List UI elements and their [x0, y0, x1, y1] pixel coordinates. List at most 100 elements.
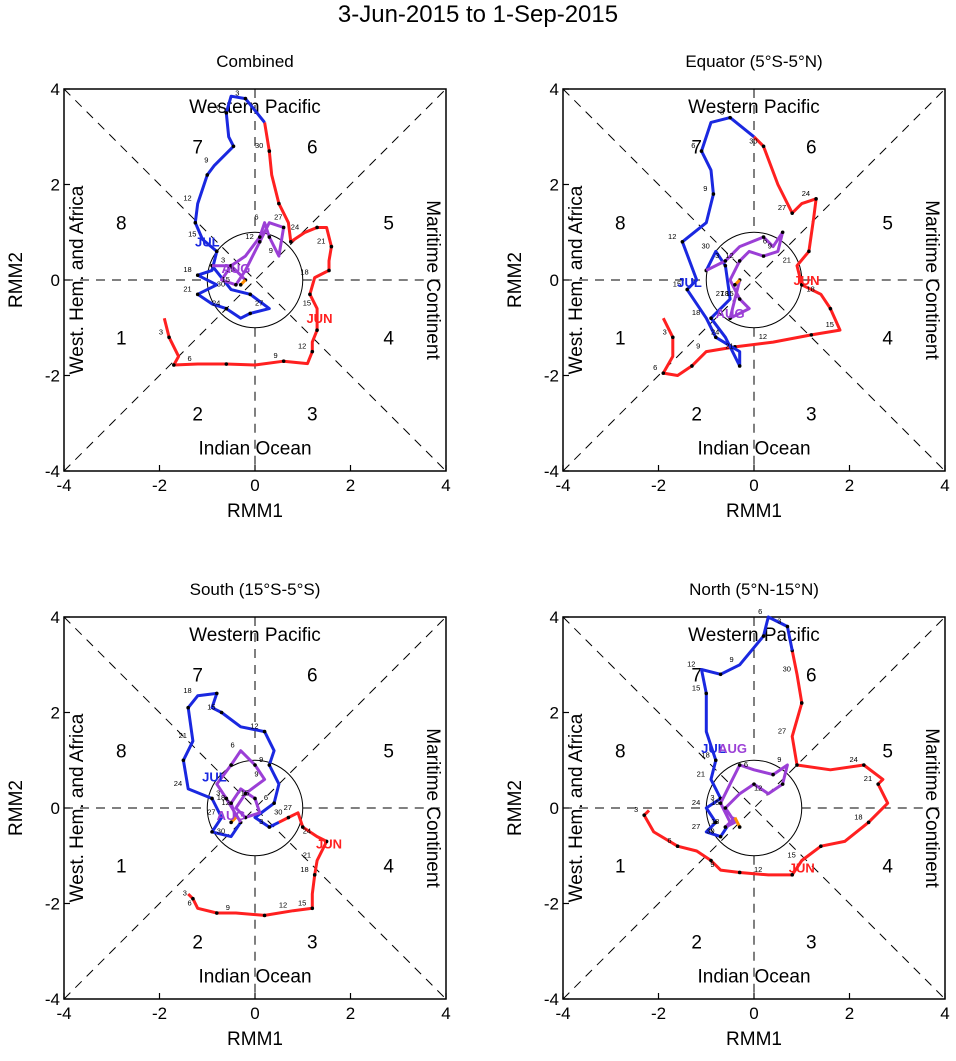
day-marker: [752, 782, 756, 786]
day-label: 9: [226, 903, 230, 912]
phase-label: 5: [882, 742, 893, 763]
day-marker: [224, 306, 229, 311]
x-axis-label: RMM1: [726, 1029, 782, 1050]
phase-label: 8: [615, 214, 626, 235]
diagonal-line: [63, 88, 447, 472]
day-marker: [267, 825, 272, 829]
phase-label: 3: [806, 933, 817, 954]
day-label: 3: [720, 108, 724, 117]
month-label-jun: JUN: [794, 273, 820, 288]
phase-label: 3: [307, 405, 318, 426]
day-label: 27: [207, 808, 215, 817]
day-marker: [828, 306, 833, 311]
day-label: 6: [188, 354, 192, 363]
y-tick-label: 4: [550, 80, 559, 99]
day-marker: [186, 705, 190, 710]
trajectory-jul: [680, 116, 755, 368]
day-marker: [262, 913, 267, 918]
day-marker: [210, 830, 214, 834]
day-label: 15: [222, 275, 230, 284]
phase-label: 8: [116, 214, 127, 235]
panel-title: North (5°N-15°N): [689, 580, 819, 599]
day-marker: [690, 364, 694, 368]
day-label: 3: [777, 617, 781, 626]
day-marker: [191, 896, 195, 901]
phase-label: 2: [691, 405, 702, 426]
day-marker: [718, 672, 723, 677]
region-label-left: West. Hem. and Africa: [566, 185, 587, 374]
day-marker: [181, 758, 186, 763]
day-marker: [728, 115, 732, 120]
day-label: 15: [711, 798, 719, 807]
day-marker: [814, 197, 818, 201]
day-label: 18: [300, 865, 308, 874]
day-label: 6: [691, 141, 695, 150]
day-label: 9: [777, 755, 781, 764]
day-label: 6: [216, 103, 220, 112]
day-marker: [733, 282, 737, 287]
phase-label: 4: [383, 328, 394, 349]
day-marker: [215, 691, 219, 696]
day-label: 15: [826, 320, 834, 329]
day-label: 18: [183, 686, 191, 695]
region-label-left: West. Hem. and Africa: [67, 185, 88, 374]
day-marker: [300, 825, 305, 829]
trajectory-aug: [705, 230, 785, 320]
day-marker: [229, 263, 233, 268]
day-marker: [281, 225, 286, 230]
day-marker: [215, 911, 219, 915]
month-label-aug: AUG: [221, 261, 250, 276]
month-label-aug: AUG: [716, 306, 745, 321]
day-marker: [799, 701, 804, 705]
day-marker: [661, 371, 666, 375]
phase-label: 7: [691, 665, 702, 686]
day-label: 6: [744, 760, 748, 769]
day-marker: [248, 292, 253, 297]
day-marker: [238, 282, 243, 287]
y-axis-label: RMM2: [505, 780, 526, 836]
day-marker: [819, 844, 823, 848]
day-label: 12: [183, 194, 191, 203]
day-label: 6: [667, 836, 671, 845]
x-tick-label: -4: [56, 476, 71, 495]
day-label: 18: [300, 268, 308, 277]
day-marker: [253, 763, 257, 767]
x-tick-label: 0: [250, 476, 259, 495]
day-label: 18: [701, 750, 709, 759]
day-marker: [324, 839, 329, 844]
day-marker: [711, 192, 716, 196]
day-label: 15: [673, 280, 681, 289]
day-label: 24: [291, 222, 299, 231]
day-marker: [728, 316, 732, 321]
region-label-right: Maritime Continent: [422, 728, 443, 888]
region-label-right: Maritime Continent: [921, 728, 942, 888]
day-label: 24: [212, 299, 220, 308]
day-marker: [790, 211, 794, 215]
day-label: 30: [706, 827, 714, 836]
diagonal-line: [63, 616, 447, 1000]
y-tick-label: 4: [550, 608, 559, 627]
day-label: 12: [250, 722, 258, 731]
phase-label: 4: [882, 328, 893, 349]
day-label: 12: [668, 232, 676, 241]
phase-label: 2: [691, 933, 702, 954]
region-label-bottom: Indian Ocean: [697, 966, 810, 987]
day-marker: [862, 763, 866, 767]
day-label: 30: [701, 241, 709, 250]
region-label-top: Western Pacific: [688, 97, 820, 118]
day-marker: [289, 240, 293, 244]
day-marker: [780, 230, 785, 235]
day-label: 24: [692, 798, 700, 807]
y-tick-label: -4: [544, 990, 559, 1009]
y-tick-label: -2: [544, 367, 559, 386]
day-marker: [229, 820, 233, 825]
unit-circle: [705, 759, 803, 857]
day-label: 15: [303, 299, 311, 308]
day-marker: [257, 235, 262, 239]
day-label: 6: [188, 898, 192, 907]
phase-label: 6: [307, 665, 318, 686]
y-tick-label: -4: [45, 462, 60, 481]
day-marker: [224, 111, 229, 115]
day-marker: [790, 873, 794, 877]
